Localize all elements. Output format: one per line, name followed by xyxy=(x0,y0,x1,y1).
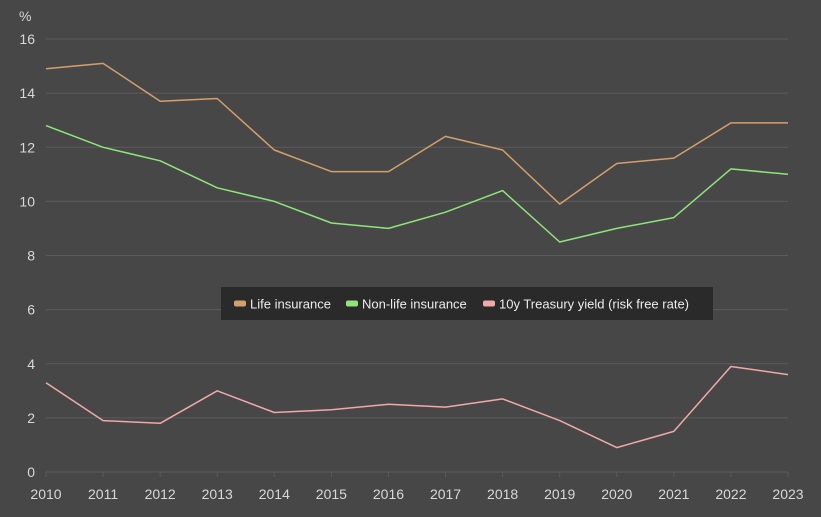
x-tick-label: 2012 xyxy=(145,486,176,502)
x-tick-label: 2022 xyxy=(715,486,746,502)
legend-label: Life insurance xyxy=(250,297,331,312)
x-tick-label: 2011 xyxy=(88,486,118,502)
y-tick-label: 2 xyxy=(27,410,35,426)
series-line-1 xyxy=(45,124,789,243)
legend-label: Non-life insurance xyxy=(362,297,467,312)
y-tick-label: 14 xyxy=(19,85,35,101)
x-tick-label: 2014 xyxy=(259,486,290,502)
x-tick-label: 2021 xyxy=(658,486,689,502)
legend-label: 10y Treasury yield (risk free rate) xyxy=(499,297,689,312)
legend-box xyxy=(221,287,713,320)
y-unit-label: % xyxy=(19,8,31,24)
legend-swatch xyxy=(234,300,246,307)
x-tick-label: 2016 xyxy=(373,486,404,502)
x-tick-label: 2023 xyxy=(772,486,803,502)
gridlines xyxy=(46,38,788,473)
x-tick-label: 2010 xyxy=(30,486,61,502)
series-lines xyxy=(45,62,789,449)
y-tick-label: 12 xyxy=(19,139,35,155)
y-tick-label: 0 xyxy=(27,464,35,480)
y-tick-label: 6 xyxy=(27,302,35,318)
y-tick-label: 16 xyxy=(19,31,35,47)
y-tick-label: 4 xyxy=(27,356,35,372)
legend-swatch xyxy=(346,300,358,307)
y-tick-label: 8 xyxy=(27,248,35,264)
x-tick-label: 2015 xyxy=(316,486,347,502)
legend: Life insurance Non-life insurance 10y Trea… xyxy=(221,287,713,320)
x-tick-label: 2018 xyxy=(487,486,518,502)
y-tick-label: 10 xyxy=(19,193,35,209)
x-tick-label: 2020 xyxy=(601,486,632,502)
x-axis-ticks: 2010 2011 2012 2013 2014 2015 2016 2017 2018 2019… xyxy=(30,472,804,502)
legend-swatch xyxy=(483,300,495,307)
x-tick-label: 2013 xyxy=(202,486,233,502)
x-tick-label: 2019 xyxy=(544,486,575,502)
y-axis-ticks: 0 2 4 6 8 10 12 14 16 xyxy=(19,31,35,480)
series-line-0 xyxy=(45,62,788,205)
series-line-2 xyxy=(45,365,789,449)
x-tick-label: 2017 xyxy=(430,486,461,502)
